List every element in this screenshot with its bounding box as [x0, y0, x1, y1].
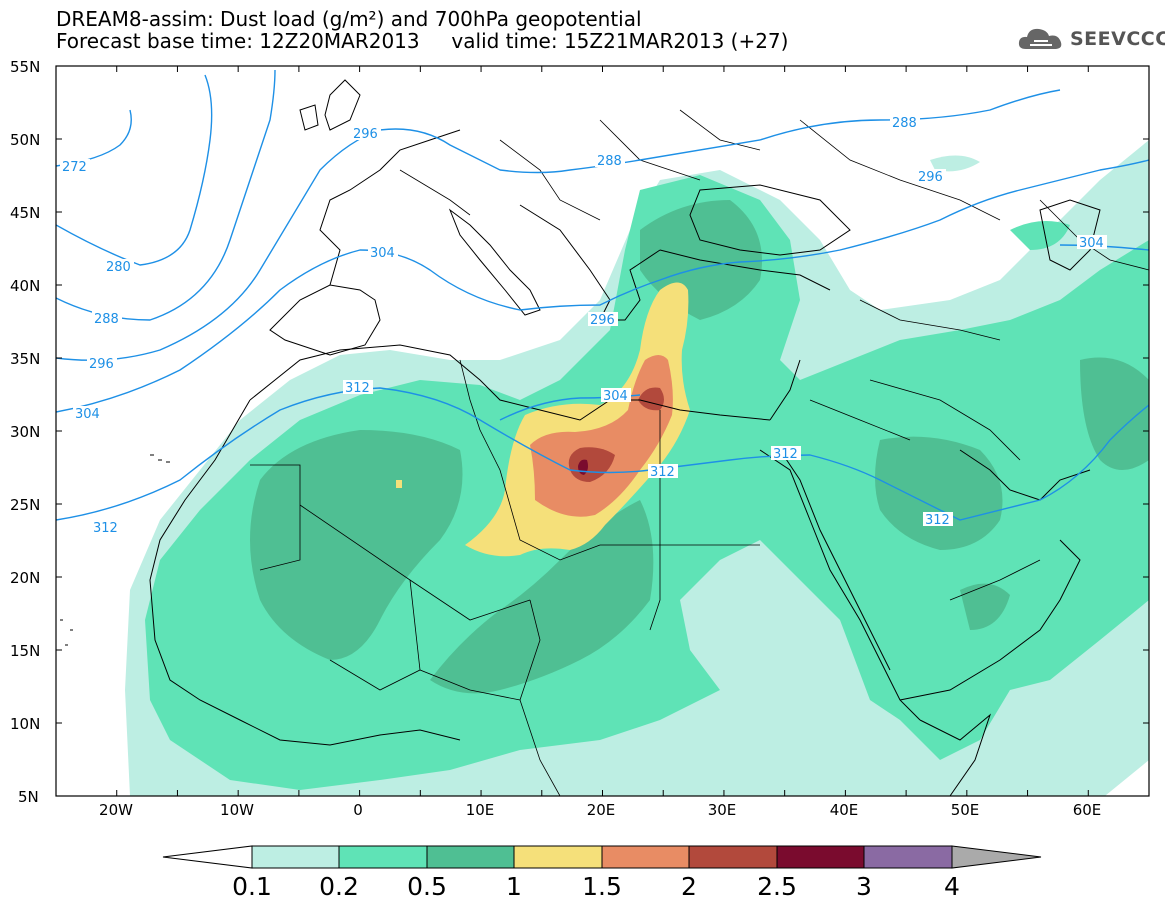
colorbar-low-triangle: [162, 845, 253, 869]
contour-label: 304: [75, 407, 100, 422]
colorbar-label: 4: [944, 872, 960, 901]
colorbar-label: 2.5: [757, 872, 797, 901]
colorbar-swatch: [863, 845, 953, 869]
lat-label: 30N: [10, 423, 40, 441]
lon-label: 50E: [951, 801, 980, 819]
colorbar-swatch: [338, 845, 428, 869]
lat-label: 15N: [10, 642, 40, 660]
colorbar-label: 0.2: [319, 872, 359, 901]
colorbar-labels: 0.1 0.2 0.5 1 1.5 2 2.5 3 4: [232, 872, 960, 901]
cloud-icon: [1018, 28, 1062, 49]
colorbar-swatch: [776, 845, 865, 869]
colorbar-swatch: [688, 845, 778, 869]
contour-label: 272: [62, 160, 87, 175]
colorbar-label: 0.5: [407, 872, 447, 901]
dust-spot: [396, 480, 402, 488]
lon-label: 20W: [99, 801, 133, 819]
lon-label: 10W: [220, 801, 254, 819]
lat-label: 45N: [10, 204, 40, 222]
lat-label: 35N: [10, 350, 40, 368]
map-subtitle: Forecast base time: 12Z20MAR2013 valid t…: [56, 29, 789, 53]
lon-label: 0: [353, 801, 363, 819]
colorbar-label: 1: [506, 872, 522, 901]
lon-label: 20E: [587, 801, 616, 819]
lat-label: 55N: [10, 58, 40, 76]
lon-label: 30E: [708, 801, 737, 819]
contour-label: 312: [93, 521, 118, 536]
colorbar-high-triangle: [951, 845, 1042, 869]
colorbar-swatch: [251, 845, 340, 869]
colorbar-label: 3: [856, 872, 872, 901]
contour-label: 288: [94, 312, 119, 327]
contour-label: 304: [603, 389, 628, 404]
contour-label: 312: [345, 381, 370, 396]
colorbar-label: 2: [681, 872, 697, 901]
country-borders: [250, 109, 1149, 796]
map-area: 272 280 288 296 304 312 296 304 312 288 …: [56, 66, 1149, 796]
map-title: DREAM8-assim: Dust load (g/m²) and 700hP…: [56, 7, 642, 31]
contour-label: 288: [892, 116, 917, 131]
lat-label: 10N: [10, 715, 40, 733]
lat-label: 40N: [10, 277, 40, 295]
contour-label: 296: [353, 127, 378, 142]
colorbar-label: 0.1: [232, 872, 272, 901]
lon-label: 10E: [466, 801, 495, 819]
dust-level-2: [568, 387, 664, 482]
contour-label: 296: [89, 357, 114, 372]
lat-label: 5N: [18, 788, 39, 806]
contour-label: 280: [106, 260, 131, 275]
contour-label: 312: [773, 447, 798, 462]
latitude-labels: 55N 50N 45N 40N 35N 30N 25N 20N 15N 10N …: [10, 58, 40, 806]
lat-label: 50N: [10, 131, 40, 149]
contour-label: 312: [925, 513, 950, 528]
contour-label: 304: [1079, 236, 1104, 251]
colorbar: [162, 845, 1042, 869]
lat-label: 25N: [10, 496, 40, 514]
lat-label: 20N: [10, 569, 40, 587]
colorbar-swatch: [513, 845, 603, 869]
colorbar-swatch: [601, 845, 690, 869]
contour-label: 312: [650, 465, 675, 480]
lon-label: 60E: [1073, 801, 1102, 819]
colorbar-label: 1.5: [582, 872, 622, 901]
contour-label: 296: [918, 170, 943, 185]
contour-label: 304: [370, 246, 395, 261]
colorbar-swatch: [426, 845, 515, 869]
seevccc-logo: SEEVCCC: [1016, 24, 1165, 54]
contour-label: 288: [597, 154, 622, 169]
contour-labels: 272 280 288 296 304 312 296 304 312 288 …: [60, 115, 1107, 536]
lon-label: 40E: [830, 801, 859, 819]
logo-text: SEEVCCC: [1070, 28, 1165, 50]
contour-label: 296: [590, 313, 615, 328]
dust-level-0-2: [145, 175, 1149, 790]
axis-ticks: [56, 65, 1149, 797]
longitude-labels: 20W 10W 0 10E 20E 30E 40E 50E 60E: [99, 801, 1101, 819]
